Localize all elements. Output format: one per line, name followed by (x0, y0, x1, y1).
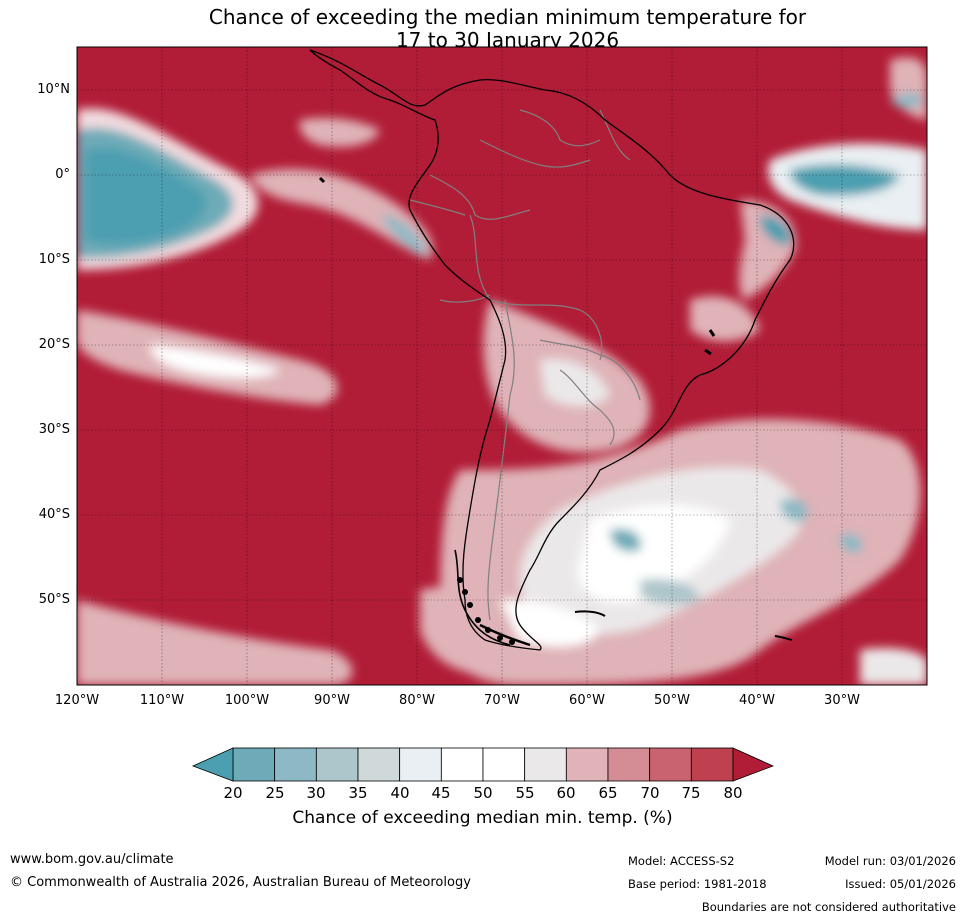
colorbar-high-arrow (732, 747, 775, 782)
colorbar-tick: 55 (515, 784, 535, 802)
lon-label-40w: 40°W (739, 693, 775, 708)
colorbar-segment (357, 747, 401, 782)
colorbar-tick: 65 (598, 784, 618, 802)
boundaries-disclaimer: Boundaries are not considered authoritat… (701, 900, 956, 914)
colorbar-tick: 50 (473, 784, 493, 802)
colorbar-tick: 35 (348, 784, 368, 802)
lat-label-40s: 40°S (38, 507, 70, 522)
lat-label-0: 0° (55, 167, 70, 182)
colorbar-tick: 30 (306, 784, 326, 802)
colorbar-tick: 80 (723, 784, 743, 802)
colorbar-tick: 45 (431, 784, 451, 802)
country-borders (409, 109, 641, 621)
map-title-line-1: Chance of exceeding the median minimum t… (208, 5, 807, 29)
lon-label-60w: 60°W (569, 693, 605, 708)
graticule (77, 47, 927, 685)
patagonia-islands (457, 577, 515, 645)
copyright: © Commonwealth of Australia 2026, Austra… (10, 875, 471, 890)
colorbar-segment (232, 747, 276, 782)
lon-label-80w: 80°W (399, 693, 435, 708)
probability-field (77, 47, 927, 685)
map-frame (76, 46, 928, 686)
colorbar-low-arrow (191, 747, 234, 782)
colorbar-segment (399, 747, 442, 782)
base-period: Base period: 1981-2018 (628, 877, 767, 891)
model-name: Model: ACCESS-S2 (628, 854, 735, 868)
lat-label-50s: 50°S (38, 592, 70, 607)
colorbar-segment (690, 747, 734, 782)
colorbar-segment (565, 747, 609, 782)
colorbar-tick: 60 (556, 784, 576, 802)
map-title-line-2: 17 to 30 January 2026 (395, 28, 620, 52)
bom-url: www.bom.gov.au/climate (10, 852, 174, 867)
colorbar-segment (524, 747, 567, 782)
lon-label-30w: 30°W (824, 693, 860, 708)
colorbar-tick: 25 (265, 784, 285, 802)
low-probability-areas (77, 57, 927, 685)
lat-label-10s: 10°S (38, 252, 70, 267)
colorbar-tick: 40 (390, 784, 410, 802)
colorbar-label: Chance of exceeding median min. temp. (%… (292, 808, 673, 828)
colorbar-segment (649, 747, 692, 782)
colorbar (191, 747, 775, 782)
lon-label-90w: 90°W (314, 693, 350, 708)
lon-label-110w: 110°W (139, 693, 185, 708)
model-run: Model run: 03/01/2026 (824, 854, 956, 868)
colorbar-tick: 20 (223, 784, 243, 802)
issued-date: Issued: 05/01/2026 (845, 877, 956, 891)
lon-label-70w: 70°W (484, 693, 520, 708)
lat-label-20s: 20°S (38, 337, 70, 352)
lon-label-50w: 50°W (654, 693, 690, 708)
colorbar-segment (440, 747, 484, 782)
colorbar-segment (482, 747, 526, 782)
lon-label-100w: 100°W (224, 693, 270, 708)
colorbar-tick: 70 (640, 784, 660, 802)
colorbar-tick: 75 (681, 784, 701, 802)
colorbar-segment (315, 747, 359, 782)
colorbar-segment (607, 747, 651, 782)
colorbar-segment (274, 747, 317, 782)
lat-label-10n: 10°N (37, 82, 70, 97)
lat-label-30s: 30°S (38, 422, 70, 437)
coastline (309, 49, 795, 651)
lon-label-120w: 120°W (54, 693, 100, 708)
